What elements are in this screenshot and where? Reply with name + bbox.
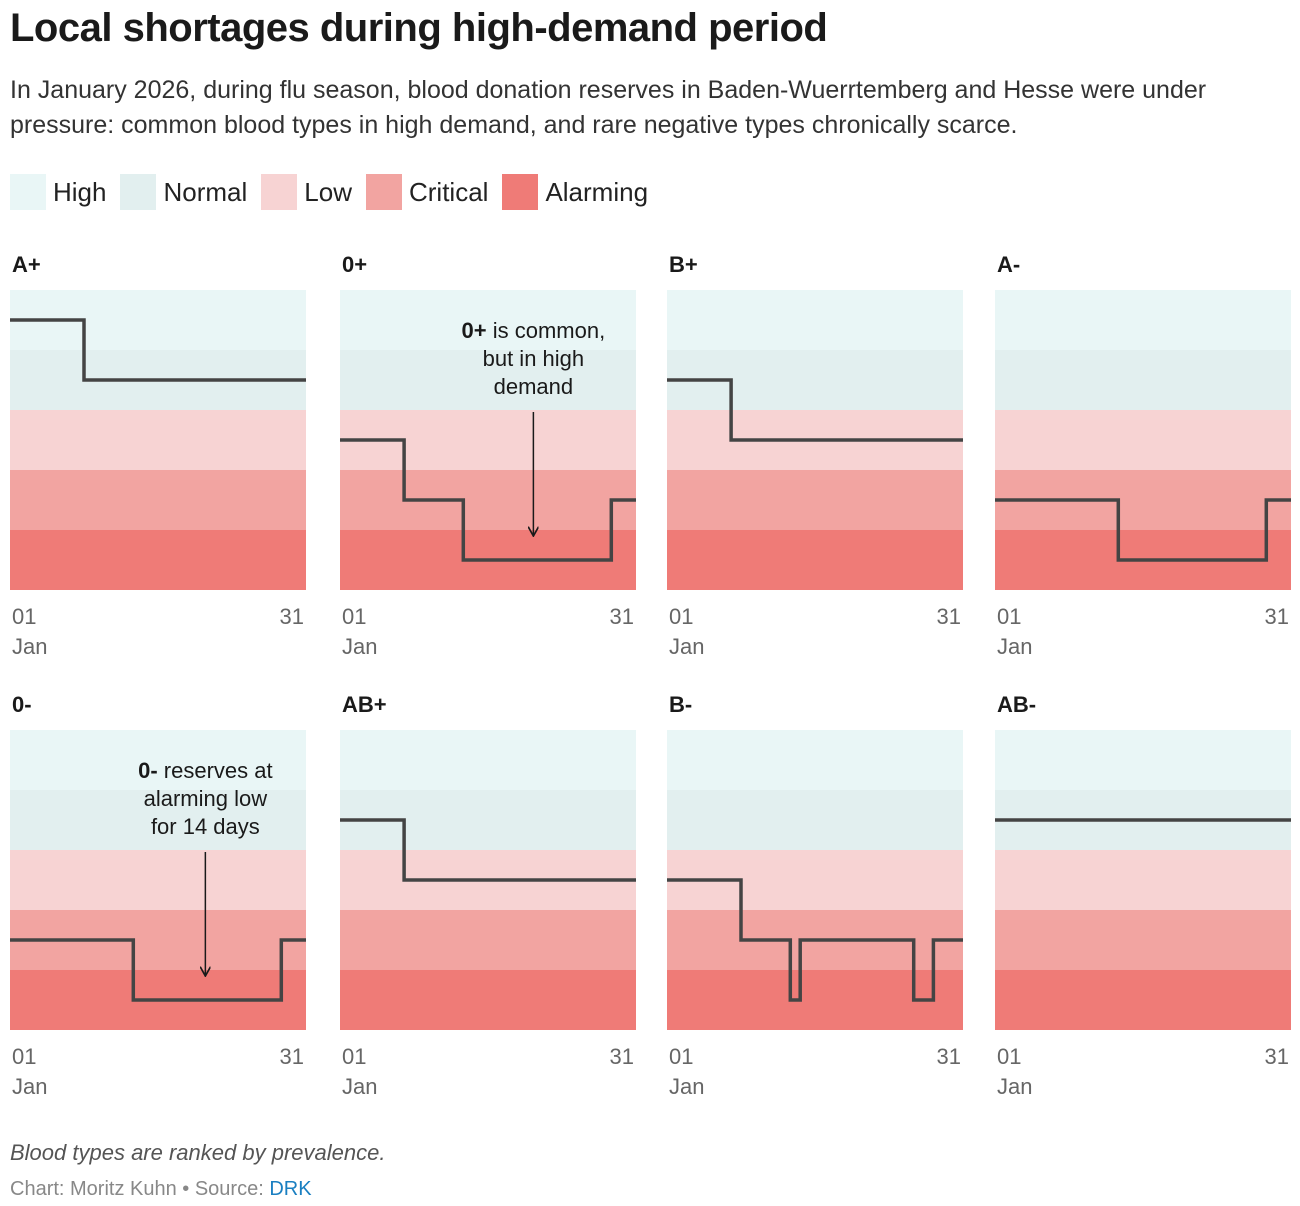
legend-swatch-critical [365,174,402,210]
series-line [667,378,963,442]
annotation-text: 0- reserves at alarming low for 14 days [138,758,273,839]
band-alarming [10,530,306,590]
band-normal [10,790,306,850]
legend-label-normal: Normal [163,176,248,207]
band-alarming [995,970,1291,1030]
footnote: Blood types are ranked by prevalence. [10,1140,386,1165]
legend-item-critical: Critical [365,174,489,210]
band-high [340,730,636,790]
legend: High Normal Low Critical Alarming [10,174,662,210]
x-tick-start: 01 [12,604,36,629]
x-tick-end: 31 [937,604,961,629]
panel-title: B- [669,692,692,717]
band-critical [10,470,306,530]
legend-item-alarming: Alarming [502,174,648,210]
series-line [340,818,636,882]
band-normal [667,790,963,850]
band-normal [995,350,1291,410]
x-tick-end: 31 [610,1044,634,1069]
panel-ab-positive: AB+ 01 31 Jan [340,692,636,1099]
band-low [10,850,306,910]
x-tick-end: 31 [280,1044,304,1069]
x-tick-month: Jan [997,634,1032,659]
x-tick-end: 31 [1265,604,1289,629]
small-multiples-chart: A+ 01 31 Jan 0+ 01 31 Jan 0+ is common, but in hi… [10,252,1291,1099]
band-critical [340,470,636,530]
x-tick-start: 01 [669,604,693,629]
band-high [667,730,963,790]
x-tick-month: Jan [669,634,704,659]
panel-title: AB- [997,692,1036,717]
band-low [995,850,1291,910]
x-tick-start: 01 [997,604,1021,629]
annotation-text: 0+ is common, but in high demand [462,318,606,399]
x-tick-end: 31 [937,1044,961,1069]
legend-swatch-low [261,174,298,210]
series-line [10,938,306,1002]
band-low [10,410,306,470]
legend-label-high: High [53,176,107,207]
x-tick-month: Jan [342,1074,377,1099]
x-tick-month: Jan [669,1074,704,1099]
legend-swatch-high [10,174,46,210]
band-high [10,730,306,790]
x-tick-start: 01 [997,1044,1021,1069]
panel-0-negative: 0- 01 31 Jan 0- reserves at alarming low for 1… [10,692,306,1099]
legend-item-low: Low [261,174,352,210]
band-high [667,290,963,350]
series-line [995,498,1291,562]
legend-label-low: Low [304,176,352,207]
x-tick-month: Jan [12,1074,47,1099]
panel-title: A+ [12,252,41,277]
panel-title: A- [997,252,1020,277]
legend-label-alarming: Alarming [545,176,649,207]
band-high [340,290,636,350]
band-high [995,290,1291,350]
band-low [995,410,1291,470]
panel-title: B+ [669,252,698,277]
panel-ab-negative: AB- 01 31 Jan [995,692,1291,1099]
x-tick-start: 01 [669,1044,693,1069]
credit-line: Chart: Moritz Kuhn • Source: DRK [10,1178,312,1201]
x-tick-start: 01 [342,604,366,629]
series-line [340,438,636,562]
x-tick-month: Jan [12,634,47,659]
legend-label-critical: Critical [408,176,489,207]
source-link[interactable]: DRK [269,1178,312,1200]
panel-b-negative: B- 01 31 Jan [667,692,963,1099]
panel-0-positive: 0+ 01 31 Jan 0+ is common, but in high demand [340,252,636,659]
band-alarming [340,970,636,1030]
x-tick-end: 31 [1265,1044,1289,1069]
x-tick-month: Jan [997,1074,1032,1099]
panel-title: AB+ [342,692,387,717]
x-tick-end: 31 [610,604,634,629]
band-alarming [667,530,963,590]
panel-title: 0+ [342,252,367,277]
panel-a-negative: A- 01 31 Jan [995,252,1291,659]
series-line [10,318,306,382]
credit-text: Chart: Moritz Kuhn • Source: [10,1178,270,1200]
band-critical [995,910,1291,970]
band-normal [340,350,636,410]
legend-swatch-alarming [502,174,539,210]
legend-item-high: High [10,174,106,210]
x-tick-start: 01 [342,1044,366,1069]
legend-item-normal: Normal [120,174,247,210]
band-critical [667,470,963,530]
panel-a-positive: A+ 01 31 Jan [10,252,306,659]
chart-title: Local shortages during high-demand perio… [10,6,828,50]
band-high [995,730,1291,790]
legend-swatch-normal [120,174,157,210]
x-tick-start: 01 [12,1044,36,1069]
panel-b-positive: B+ 01 31 Jan [667,252,963,659]
panel-title: 0- [12,692,32,717]
series-line [667,878,963,1002]
x-tick-end: 31 [280,604,304,629]
band-critical [340,910,636,970]
chart-subtitle: In January 2026, during flu season, bloo… [10,76,1207,139]
x-tick-month: Jan [342,634,377,659]
